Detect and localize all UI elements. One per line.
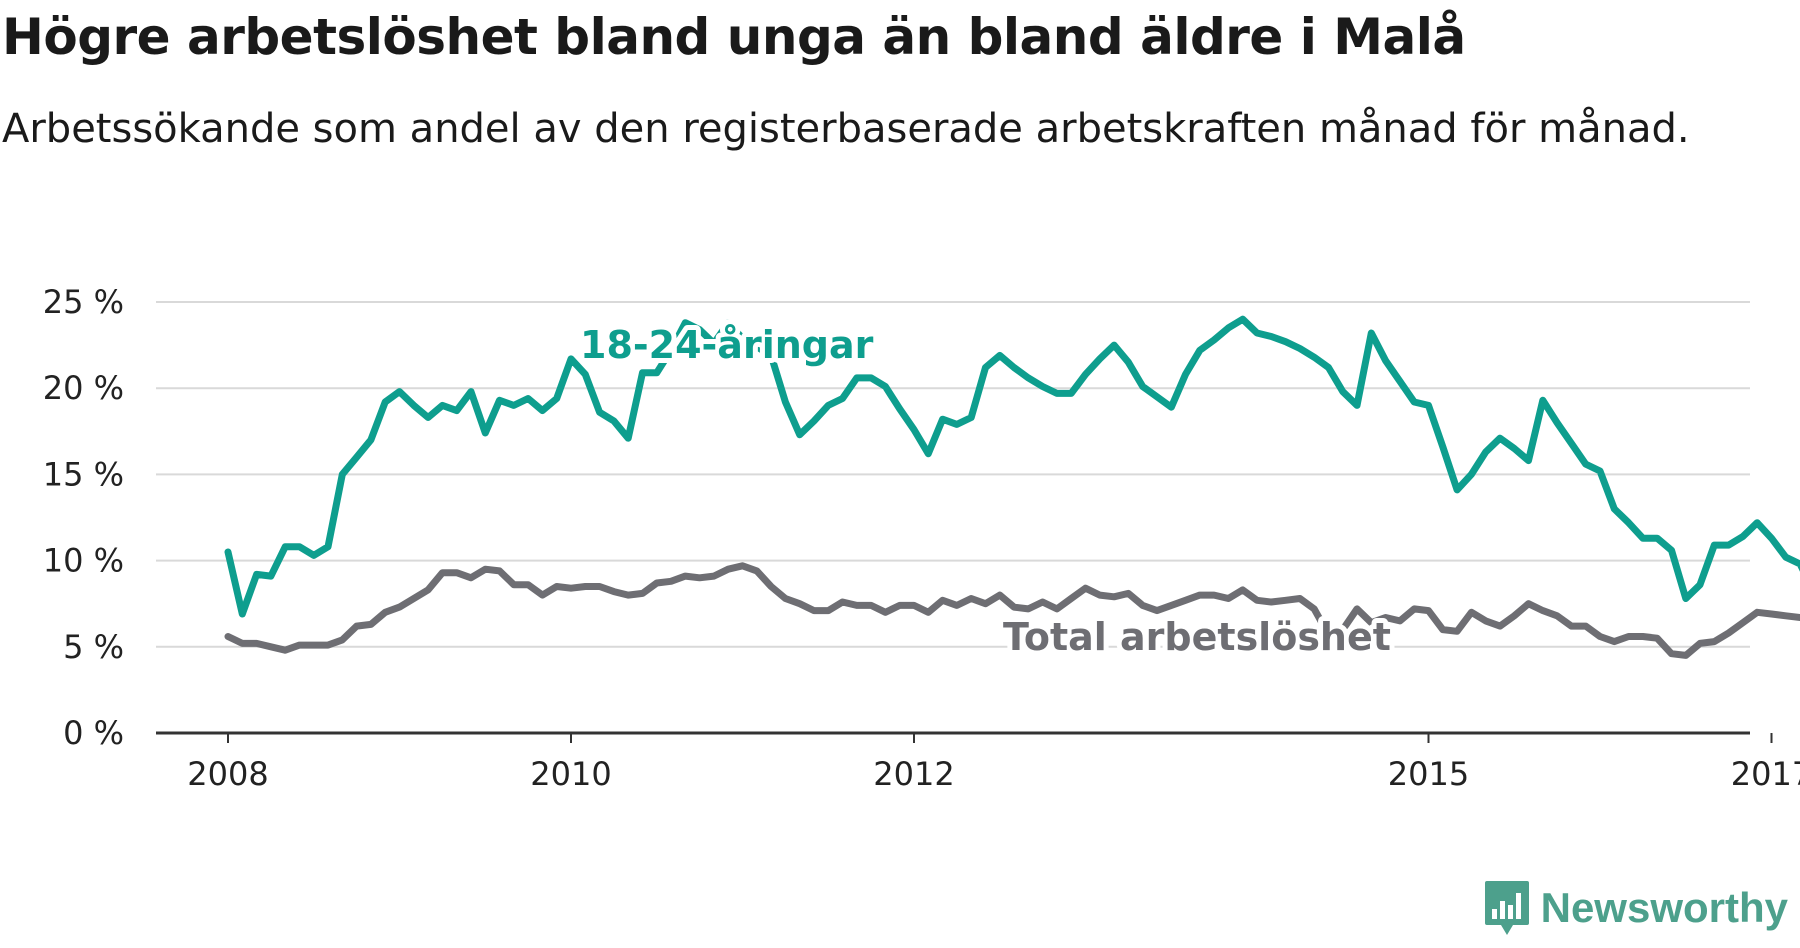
series-line (224, 315, 1800, 618)
y-tick-label: 0 % (63, 714, 124, 752)
y-tick-label: 25 % (43, 283, 124, 321)
chart-subtitle: Arbetssökande som andel av den registerb… (2, 106, 1690, 152)
y-tick-label: 5 % (63, 628, 124, 666)
bar-chart-speech-bubble-icon (1484, 881, 1529, 935)
y-tick-label: 15 % (43, 455, 124, 493)
y-tick-label: 10 % (43, 542, 124, 580)
series-label-youth: 18-24-åringar (580, 323, 874, 367)
brand-name: Newsworthy (1540, 884, 1788, 931)
series-line (224, 562, 1800, 659)
y-tick-label: 20 % (43, 369, 124, 407)
series-lines (224, 315, 1800, 659)
gridlines (156, 301, 1750, 648)
series-label-total: Total arbetslöshet (1003, 615, 1391, 659)
x-tick-label: 2012 (873, 755, 954, 793)
x-tick-label: 2008 (187, 755, 268, 793)
x-tick-label: 2010 (530, 755, 611, 793)
x-tick-label: 2015 (1388, 755, 1469, 793)
x-tick-label: 2017 (1731, 755, 1800, 793)
chart-title: Högre arbetslöshet bland unga än bland ä… (2, 8, 1466, 66)
newsworthy-logo: Newsworthy (1483, 878, 1788, 938)
x-axis: 20082010201220152017202020222024 (156, 731, 1800, 793)
y-axis: 0 % 5 % 10 % 15 % 20 % 25 % (43, 283, 124, 752)
